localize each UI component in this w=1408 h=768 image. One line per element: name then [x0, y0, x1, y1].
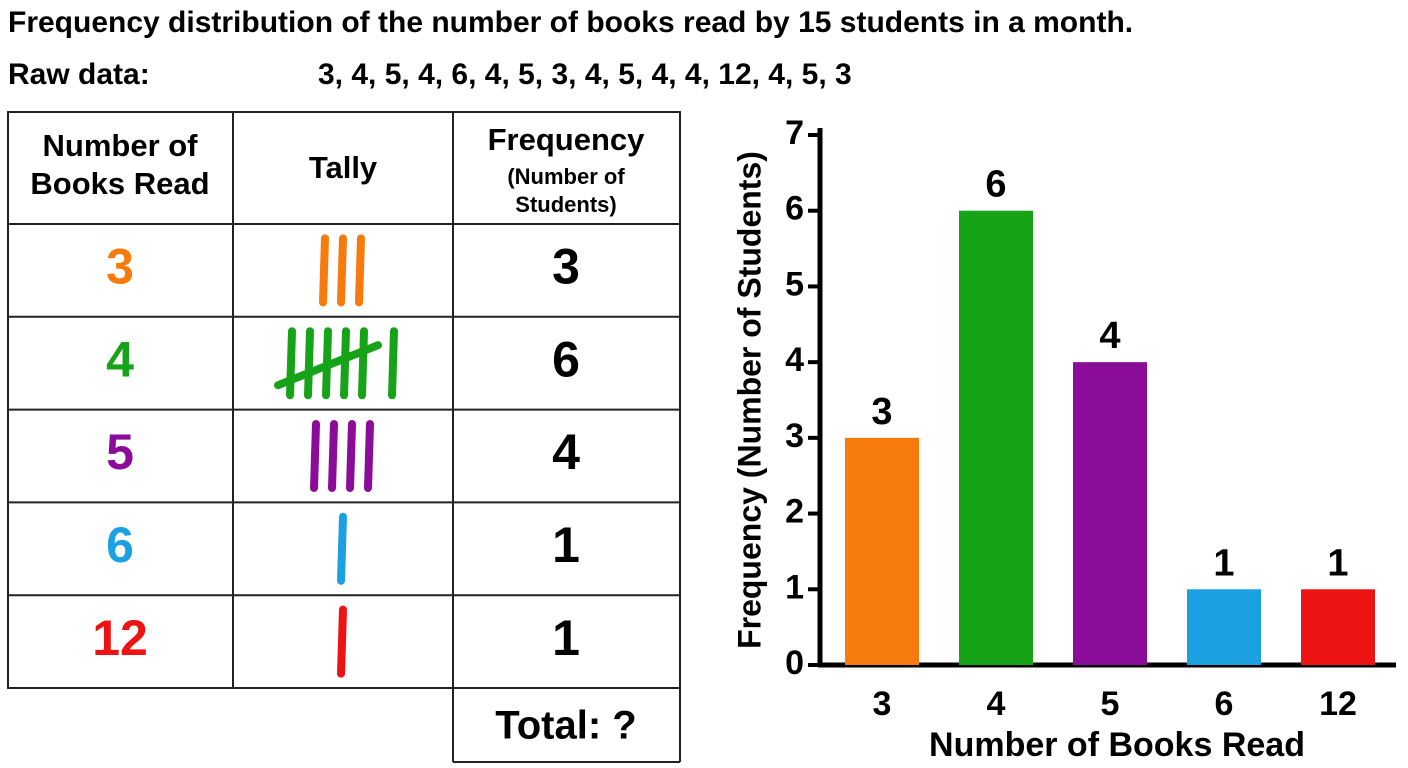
- tally-mark: [337, 234, 347, 307]
- y-tick-label: 0: [785, 644, 804, 682]
- tally-mark: [319, 234, 329, 307]
- tally-mark: [328, 420, 338, 492]
- x-tick-label: 6: [1215, 685, 1234, 723]
- x-tick-label: 5: [1101, 685, 1120, 723]
- tally-mark: [340, 327, 350, 400]
- tally-mark: [388, 327, 398, 400]
- frequency-cell: 1: [552, 517, 580, 573]
- y-tick-label: 1: [785, 568, 804, 606]
- y-axis-title: Frequency (Number of Students): [731, 151, 767, 649]
- books-cell: 4: [106, 331, 134, 387]
- bar: [1187, 589, 1261, 665]
- data-label: 4: [1099, 315, 1120, 357]
- table-header: Tally: [309, 150, 378, 185]
- y-tick-label: 6: [785, 190, 804, 228]
- frequency-cell: 1: [552, 610, 580, 666]
- x-axis-title: Number of Books Read: [929, 726, 1305, 764]
- books-cell: 3: [106, 239, 134, 295]
- frequency-cell: 4: [552, 424, 580, 480]
- tally-mark: [286, 327, 296, 400]
- data-label: 1: [1213, 542, 1234, 584]
- tally-mark: [337, 512, 347, 585]
- data-label: 3: [871, 391, 892, 433]
- tally-mark: [346, 420, 356, 492]
- tally-mark: [358, 327, 368, 400]
- bar: [1073, 362, 1147, 665]
- table-border: [7, 111, 681, 689]
- raw-data: 3, 4, 5, 4, 6, 4, 5, 3, 4, 5, 4, 4, 12, …: [318, 58, 852, 91]
- bar: [845, 437, 919, 665]
- raw-data-label: Raw data:: [8, 58, 150, 91]
- tally-mark: [355, 234, 365, 307]
- bar: [959, 210, 1033, 665]
- bar: [1301, 589, 1375, 665]
- frequency-cell: 6: [552, 331, 580, 387]
- x-tick-label: 12: [1319, 685, 1357, 723]
- books-cell: 12: [92, 610, 148, 666]
- total-cell: Total: ?: [495, 704, 636, 748]
- tally-mark: [310, 420, 320, 492]
- y-tick-label: 5: [785, 265, 804, 303]
- frequency-cell: 3: [552, 239, 580, 295]
- tally-strike: [274, 341, 382, 390]
- data-label: 1: [1327, 542, 1348, 584]
- y-tick-label: 7: [785, 114, 804, 152]
- tally-mark: [337, 605, 347, 678]
- x-tick-label: 3: [873, 685, 892, 723]
- books-cell: 5: [106, 424, 134, 480]
- y-tick-label: 4: [785, 341, 804, 379]
- y-tick-label: 3: [785, 417, 804, 455]
- title: Frequency distribution of the number of …: [8, 6, 1133, 39]
- data-label: 6: [985, 164, 1006, 206]
- table-header: Frequency: [488, 122, 646, 157]
- tally-mark: [304, 327, 314, 400]
- books-cell: 6: [106, 517, 134, 573]
- tally-mark: [364, 420, 374, 492]
- table: [7, 111, 681, 763]
- x-tick-label: 4: [987, 685, 1006, 723]
- table-subheader: (Number of Students): [507, 164, 625, 217]
- y-tick-label: 2: [785, 493, 804, 531]
- table-header: Number of Books Read: [30, 128, 209, 201]
